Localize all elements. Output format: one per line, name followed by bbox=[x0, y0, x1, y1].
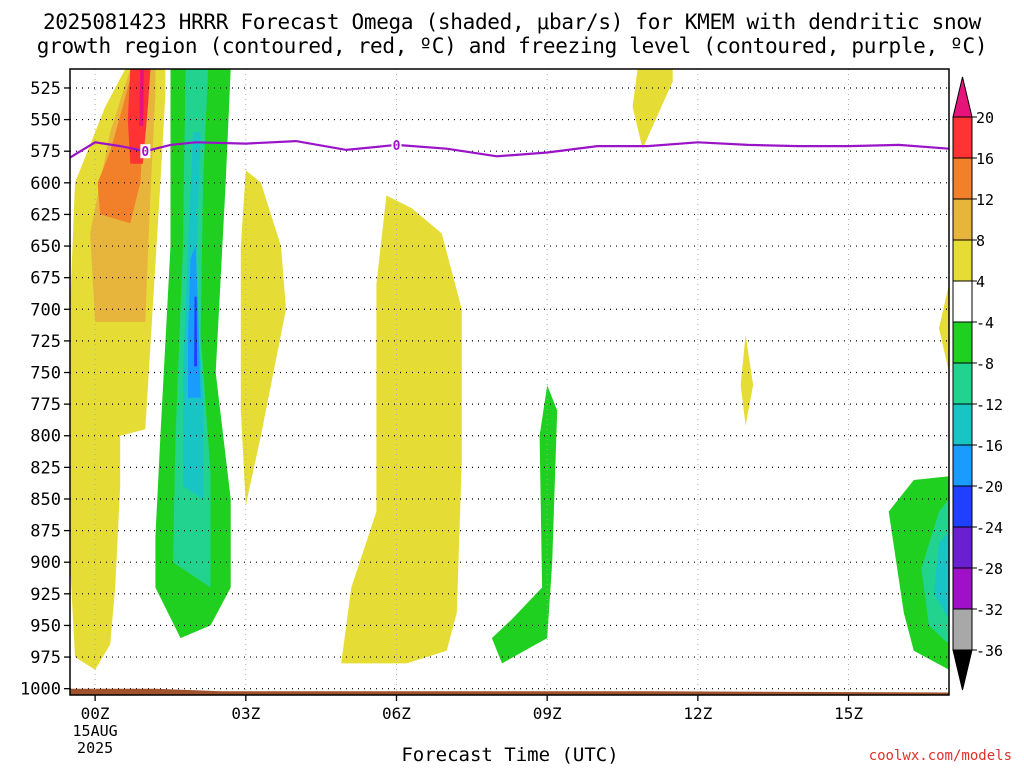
colorbar-label: 12 bbox=[976, 191, 994, 209]
plot-frame bbox=[69, 68, 950, 696]
y-tick-label: 750 bbox=[30, 364, 61, 384]
x-axis-title: Forecast Time (UTC) bbox=[401, 744, 619, 766]
colorbar-swatch bbox=[952, 403, 973, 446]
colorbar-top-arrow bbox=[952, 76, 973, 118]
x-tick-label: 00Z bbox=[81, 704, 110, 723]
omega-region-up4-9 bbox=[939, 284, 949, 373]
ground-fill bbox=[70, 688, 949, 695]
colorbar-swatch bbox=[952, 198, 973, 241]
colorbar-swatch bbox=[952, 608, 973, 651]
colorbar-label: -8 bbox=[976, 355, 994, 373]
omega-region-up4-8 bbox=[740, 334, 754, 426]
colorbar-label: -16 bbox=[976, 437, 1003, 455]
y-tick-label: 625 bbox=[30, 205, 61, 225]
colorbar-swatch bbox=[952, 485, 973, 528]
colorbar-label: -32 bbox=[976, 601, 1003, 619]
colorbar-label: 4 bbox=[976, 273, 985, 291]
omega-region-dn16-13 bbox=[188, 246, 201, 398]
omega-region-up4-5 bbox=[240, 170, 286, 506]
colorbar-label: -12 bbox=[976, 396, 1003, 414]
colorbar-label: -36 bbox=[976, 642, 1003, 660]
colorbar-swatch bbox=[952, 280, 973, 323]
y-tick-label: 825 bbox=[30, 458, 61, 478]
colorbar-swatch bbox=[952, 567, 973, 610]
x-tick-label: 09Z bbox=[533, 704, 562, 723]
y-tick-label: 975 bbox=[30, 648, 61, 668]
y-tick-label: 925 bbox=[30, 585, 61, 605]
colorbar-swatch bbox=[952, 321, 973, 364]
y-tick-label: 525 bbox=[30, 79, 61, 99]
x-tick-sublabel: 2025 bbox=[77, 739, 113, 757]
omega-region-dn20-14 bbox=[194, 296, 198, 367]
colorbar-bottom-arrow bbox=[952, 649, 973, 691]
x-tick-label: 06Z bbox=[382, 704, 411, 723]
omega-region-dn8-17 bbox=[921, 499, 949, 645]
y-tick-label: 1000 bbox=[20, 680, 61, 700]
freezing-label-bg-0 bbox=[140, 144, 151, 159]
omega-region-up20-4 bbox=[139, 69, 144, 126]
y-tick-label: 725 bbox=[30, 332, 61, 352]
colorbar-swatch bbox=[952, 239, 973, 282]
y-tick-label: 575 bbox=[30, 142, 61, 162]
colorbar-label: -24 bbox=[976, 519, 1003, 537]
colorbar-label: 16 bbox=[976, 150, 994, 168]
colorbar-label: -4 bbox=[976, 314, 994, 332]
y-tick-label: 850 bbox=[30, 490, 61, 510]
freezing-level-label: 0 bbox=[393, 139, 401, 154]
y-tick-label: 600 bbox=[30, 174, 61, 194]
omega-region-dn4-15 bbox=[491, 385, 558, 664]
y-tick-label: 700 bbox=[30, 300, 61, 320]
chart-title-line2: growth region (contoured, red, ºC) and f… bbox=[36, 34, 988, 58]
colorbar-swatch bbox=[952, 444, 973, 487]
colorbar-swatch bbox=[952, 116, 973, 159]
colorbar-swatch bbox=[952, 362, 973, 405]
x-tick-sublabel: 15AUG bbox=[73, 722, 118, 740]
x-tick-label: 03Z bbox=[231, 704, 260, 723]
credit-link[interactable]: coolwx.com/models bbox=[868, 748, 1012, 764]
omega-region-up4-7 bbox=[632, 69, 673, 149]
colorbar-swatch bbox=[952, 157, 973, 200]
y-tick-label: 650 bbox=[30, 237, 61, 257]
y-tick-label: 800 bbox=[30, 427, 61, 447]
y-tick-label: 775 bbox=[30, 395, 61, 415]
colorbar-label: 8 bbox=[976, 232, 985, 250]
colorbar-swatch bbox=[952, 526, 973, 569]
x-tick-label: 12Z bbox=[683, 704, 712, 723]
x-tick-label: 15Z bbox=[834, 704, 863, 723]
omega-region-up16-3 bbox=[127, 69, 151, 164]
freezing-label-bg-1 bbox=[391, 137, 402, 152]
chart-title-line1: 2025081423 HRRR Forecast Omega (shaded, … bbox=[42, 10, 982, 34]
colorbar-label: -28 bbox=[976, 560, 1003, 578]
omega-region-up4-6 bbox=[341, 195, 462, 664]
freezing-level-label: 0 bbox=[141, 145, 149, 160]
colorbar-label: 20 bbox=[976, 109, 994, 127]
colorbar-label: -20 bbox=[976, 478, 1003, 496]
y-tick-label: 950 bbox=[30, 616, 61, 636]
y-tick-label: 675 bbox=[30, 269, 61, 289]
y-tick-label: 875 bbox=[30, 522, 61, 542]
y-tick-label: 900 bbox=[30, 553, 61, 573]
y-tick-label: 550 bbox=[30, 111, 61, 131]
omega-region-dn12-18 bbox=[933, 530, 949, 620]
freezing-level-line bbox=[70, 139, 949, 159]
